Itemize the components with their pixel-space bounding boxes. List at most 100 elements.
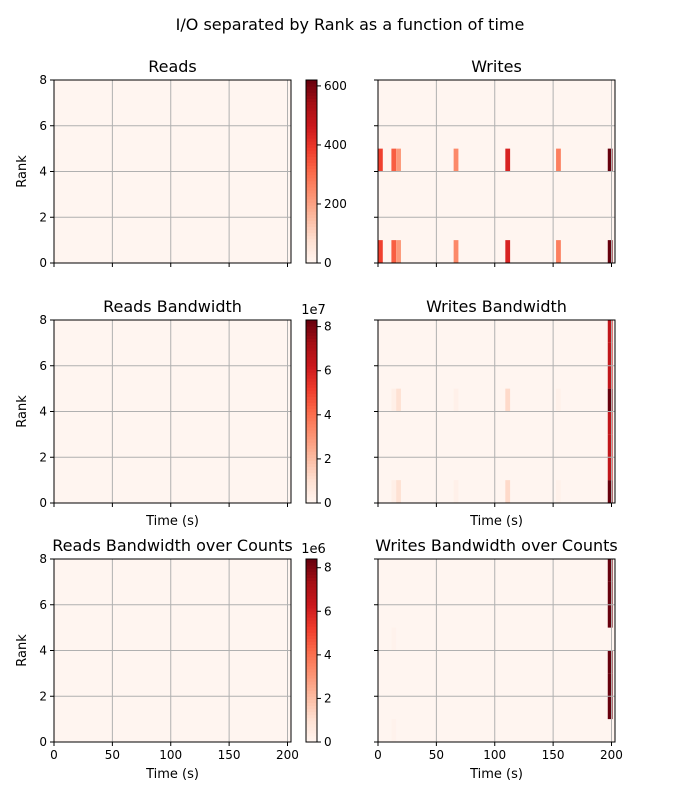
colorbar-segment	[306, 466, 317, 471]
heatmap-cell	[607, 411, 613, 435]
panel-0: 0 2 4 6 8 Reads Rank 0 200 400 600	[15, 57, 347, 270]
colorbar-segment	[306, 435, 317, 440]
y-tick-label: 8	[39, 73, 47, 87]
heatmap-cell	[607, 148, 613, 172]
colorbar-segment	[306, 381, 317, 385]
y-tick-label: 0	[39, 735, 47, 749]
panel-title: Writes Bandwidth	[426, 297, 567, 316]
colorbar-segment	[306, 217, 317, 221]
colorbar-segment	[306, 632, 317, 636]
colorbar-segment	[306, 186, 317, 191]
colorbar-segment	[306, 568, 317, 572]
heatmap-cell	[453, 480, 459, 503]
colorbar-segment	[306, 256, 317, 261]
heatmap-cells	[54, 148, 59, 263]
colorbar-segment	[306, 613, 317, 618]
colorbar-segment	[306, 220, 317, 224]
colorbar-segment	[306, 408, 317, 413]
colorbar-tick-label: 600	[324, 79, 347, 93]
colorbar-segment	[306, 95, 317, 99]
heatmap-cell	[391, 388, 397, 412]
colorbar-segment	[306, 393, 317, 397]
colorbar-segment	[306, 150, 317, 154]
x-axis-label: Time (s)	[145, 767, 199, 782]
colorbar-segment	[306, 384, 317, 388]
colorbar-segment	[306, 574, 317, 578]
y-tick-label: 4	[39, 165, 47, 179]
x-axis-label: Time (s)	[145, 514, 199, 529]
colorbar-exponent-label: 1e7	[301, 303, 326, 318]
colorbar-segment	[306, 580, 317, 584]
colorbar-segment	[306, 638, 317, 642]
colorbar-segment	[306, 402, 317, 406]
heatmap-cell	[391, 719, 397, 742]
y-axis-label: Rank	[15, 155, 30, 188]
colorbar-segment	[306, 214, 317, 218]
colorbar-segment	[306, 629, 317, 633]
colorbar-tick-label: 400	[324, 138, 347, 152]
panel-5: 0 50 100 150 200 Writes Bandwidth over Counts…	[374, 536, 623, 782]
heatmap-cell	[391, 240, 397, 263]
heatmap-cell	[607, 240, 613, 263]
colorbar-segment	[306, 589, 317, 594]
colorbar-segment	[306, 153, 317, 157]
colorbar-segment	[306, 411, 317, 416]
heatmap-cell	[556, 480, 561, 503]
colorbar-segment	[306, 559, 317, 563]
colorbar-segment	[306, 144, 317, 148]
colorbar-segment	[306, 490, 317, 495]
colorbar-segment	[306, 189, 317, 194]
colorbar-segment	[306, 205, 317, 209]
figure-suptitle: I/O separated by Rank as a function of t…	[176, 15, 525, 34]
colorbar-tick-label: 4	[324, 408, 332, 422]
colorbar-segment	[306, 607, 317, 612]
colorbar-tick-label: 0	[324, 496, 332, 510]
colorbar-segment	[306, 448, 317, 452]
heatmap-cell	[391, 627, 397, 651]
colorbar-segment	[306, 368, 317, 373]
colorbar-segment	[306, 723, 317, 728]
colorbar-segment	[306, 344, 317, 349]
colorbar-segment	[306, 487, 317, 492]
colorbar-tick-label: 2	[324, 691, 332, 705]
colorbar-segment	[306, 677, 317, 682]
colorbar-segment	[306, 125, 317, 130]
colorbar-tick-label: 4	[324, 648, 332, 662]
colorbar-segment	[306, 668, 317, 673]
colorbar-segment	[306, 616, 317, 621]
colorbar-segment	[306, 119, 317, 124]
colorbar-segment	[306, 732, 317, 737]
colorbar-segment	[306, 147, 317, 151]
colorbar-segment	[306, 583, 317, 588]
colorbar-segment	[306, 426, 317, 431]
x-tick-label: 50	[429, 748, 444, 762]
colorbar-segment	[306, 107, 317, 112]
colorbar-segment	[306, 735, 317, 740]
colorbar-segment	[306, 390, 317, 394]
y-tick-label: 2	[39, 689, 47, 703]
heatmap-cell	[396, 480, 401, 503]
heatmap-cell	[607, 434, 613, 458]
colorbar-segment	[306, 208, 317, 212]
colorbar-segment	[306, 134, 317, 139]
colorbar-segment	[306, 162, 317, 166]
colorbar-segment	[306, 484, 317, 489]
colorbar: 0 2 4 6 8 1e7	[301, 303, 331, 510]
colorbar-segment	[306, 472, 317, 477]
heatmap-cell	[391, 480, 397, 503]
colorbar-segment	[306, 171, 317, 176]
colorbar-segment	[306, 332, 317, 336]
colorbar-segment	[306, 247, 317, 252]
colorbar-segment	[306, 414, 317, 419]
y-tick-label: 2	[39, 210, 47, 224]
heatmap-cell	[396, 240, 401, 263]
colorbar-segment	[306, 241, 317, 246]
colorbar-segment	[306, 469, 317, 474]
colorbar-segment	[306, 496, 317, 501]
heatmap-cell	[453, 148, 459, 172]
colorbar-segment	[306, 223, 317, 227]
colorbar-segment	[306, 454, 317, 458]
colorbar-segment	[306, 493, 317, 498]
colorbar-segment	[306, 592, 317, 597]
colorbar-segment	[306, 562, 317, 566]
